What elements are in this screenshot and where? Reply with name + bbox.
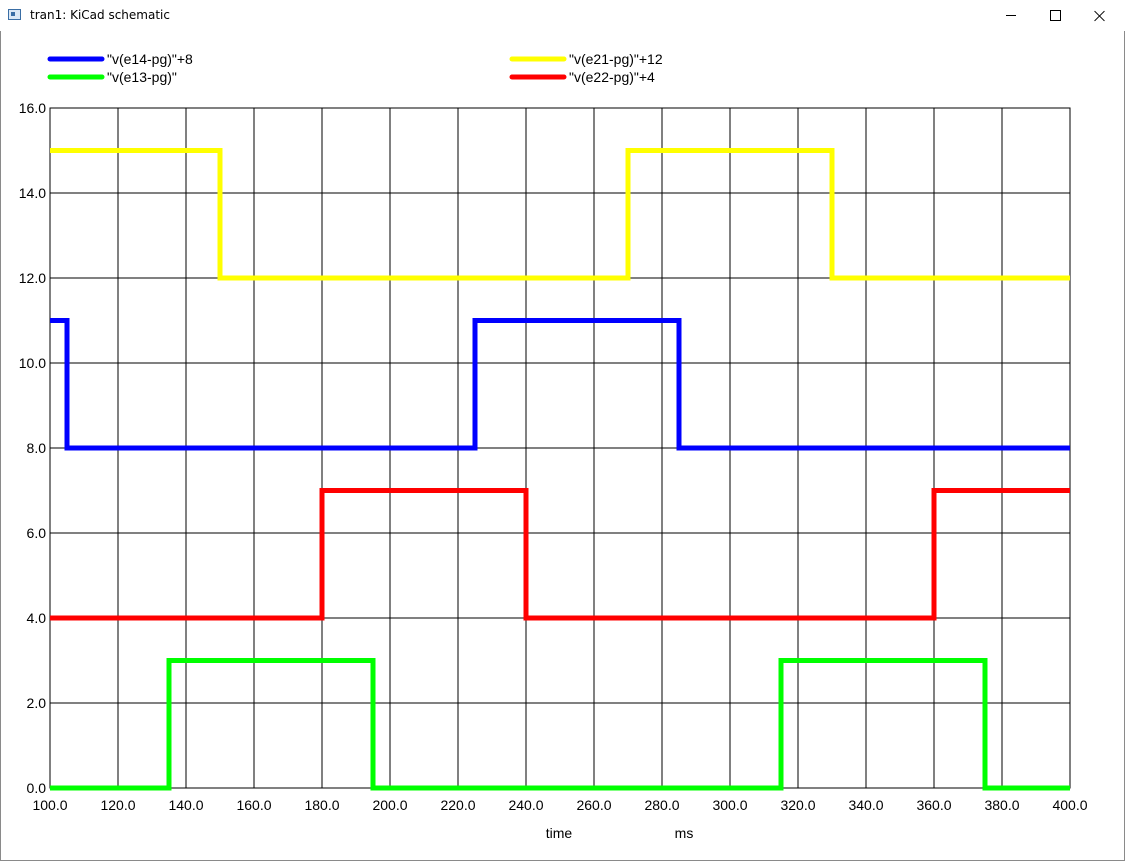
y-tick-label: 0.0 bbox=[27, 780, 47, 796]
x-tick-label: 100.0 bbox=[32, 797, 67, 813]
minimize-button[interactable] bbox=[988, 0, 1034, 31]
minimize-icon bbox=[1006, 15, 1016, 16]
x-tick-label: 280.0 bbox=[644, 797, 679, 813]
y-tick-label: 4.0 bbox=[27, 610, 47, 626]
series-line[interactable] bbox=[50, 318, 1070, 451]
maximize-icon bbox=[1049, 10, 1061, 21]
x-tick-label: 320.0 bbox=[780, 797, 815, 813]
x-tick-label: 260.0 bbox=[576, 797, 611, 813]
x-axis-label: time bbox=[546, 825, 573, 841]
legend-entry[interactable]: "v(e22-pg)"+4 bbox=[569, 69, 655, 85]
x-tick-label: 360.0 bbox=[916, 797, 951, 813]
series-line[interactable] bbox=[50, 148, 1070, 281]
x-tick-label: 200.0 bbox=[372, 797, 407, 813]
y-tick-label: 2.0 bbox=[27, 695, 47, 711]
legend-entry[interactable]: "v(e14-pg)"+8 bbox=[107, 51, 193, 67]
x-axis-unit: ms bbox=[675, 825, 694, 841]
x-tick-label: 400.0 bbox=[1052, 797, 1087, 813]
window-title: tran1: KiCad schematic bbox=[30, 8, 170, 22]
y-tick-label: 14.0 bbox=[19, 185, 46, 201]
x-tick-label: 180.0 bbox=[304, 797, 339, 813]
legend-entry[interactable]: "v(e13-pg)" bbox=[107, 69, 177, 85]
y-tick-label: 16.0 bbox=[19, 100, 46, 116]
series-line[interactable] bbox=[50, 658, 1070, 791]
y-tick-label: 8.0 bbox=[27, 440, 47, 456]
legend-entry[interactable]: "v(e21-pg)"+12 bbox=[569, 51, 663, 67]
x-tick-label: 300.0 bbox=[712, 797, 747, 813]
title-bar[interactable]: tran1: KiCad schematic bbox=[0, 0, 1125, 31]
series-line[interactable] bbox=[50, 488, 1070, 621]
x-tick-label: 160.0 bbox=[236, 797, 271, 813]
y-tick-label: 10.0 bbox=[19, 355, 46, 371]
maximize-button[interactable] bbox=[1032, 0, 1078, 31]
x-tick-label: 340.0 bbox=[848, 797, 883, 813]
app-icon bbox=[8, 9, 21, 20]
x-tick-label: 380.0 bbox=[984, 797, 1019, 813]
y-tick-label: 12.0 bbox=[19, 270, 46, 286]
y-tick-label: 6.0 bbox=[27, 525, 47, 541]
x-tick-label: 220.0 bbox=[440, 797, 475, 813]
x-tick-label: 240.0 bbox=[508, 797, 543, 813]
x-tick-label: 120.0 bbox=[100, 797, 135, 813]
x-tick-label: 140.0 bbox=[168, 797, 203, 813]
